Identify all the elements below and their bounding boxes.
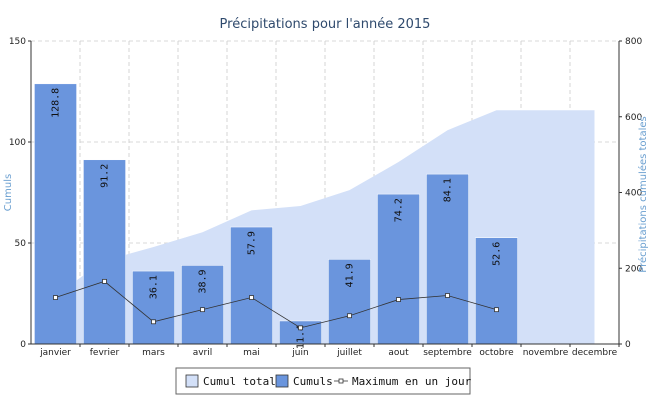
bars: 128.8 91.2 36.1 38.9 57.9 11.4 41.9 74.2 84.1 52.… xyxy=(34,83,518,349)
bar-juillet xyxy=(328,259,371,345)
bar-value-label: 74.2 xyxy=(394,198,405,222)
x-tick-label-septembre: septembre xyxy=(423,348,472,358)
max-day-point xyxy=(200,307,205,313)
bar-fevrier xyxy=(83,159,126,345)
y-tick-label: 50 xyxy=(15,239,27,249)
max-day-line-path xyxy=(55,280,497,329)
bar-mai xyxy=(230,226,273,345)
max-day-point xyxy=(53,295,58,300)
legend-swatch-cumul-total xyxy=(185,374,199,388)
bar-aout xyxy=(377,193,420,345)
max-day-point xyxy=(151,319,156,325)
bar-avril xyxy=(181,265,224,345)
bar-value-label: 38.9 xyxy=(198,269,209,293)
y-tick-label: 100 xyxy=(9,138,26,148)
max-day-point xyxy=(249,295,254,300)
y2-tick-label: 200 xyxy=(625,264,642,274)
x-tick-label-janvier: janvier xyxy=(39,348,71,358)
bar-septembre xyxy=(426,173,469,345)
bar-value-label: 52.6 xyxy=(492,242,503,266)
x-tick-label-aout: aout xyxy=(388,348,409,358)
max-day-point xyxy=(494,307,499,313)
bar-value-label: 11.4 xyxy=(296,325,307,349)
bar-value-label: 91.2 xyxy=(100,164,111,188)
bar-value-label: 57.9 xyxy=(247,231,258,255)
y2-tick-label: 800 xyxy=(625,37,642,47)
y-tick-label: 0 xyxy=(20,340,26,350)
y-tick-label: 150 xyxy=(9,37,26,47)
max-day-line xyxy=(53,278,499,331)
legend-label-max-day: Maximum en un jour xyxy=(352,375,472,388)
tick-labels: 0 50 100 150 0 200 400 600 800 janvier fevrier mars… xyxy=(9,37,643,358)
legend-swatch-marker xyxy=(338,378,344,384)
max-day-point xyxy=(347,313,352,319)
x-tick-label-novembre: novembre xyxy=(523,348,569,358)
x-tick-label-mars: mars xyxy=(142,348,165,358)
chart-title: Précipitations pour l'année 2015 xyxy=(220,17,431,32)
x-tick-label-octobre: octobre xyxy=(479,348,514,358)
max-day-point xyxy=(298,325,303,331)
bar-mars xyxy=(132,270,175,345)
y2-tick-label: 600 xyxy=(625,113,642,123)
x-tick-label-fevrier: fevrier xyxy=(90,348,120,358)
x-tick-label-decembre: decembre xyxy=(572,348,618,358)
bar-value-label: 128.8 xyxy=(51,88,62,118)
bar-janvier xyxy=(34,83,77,345)
legend-label-cumuls: Cumuls xyxy=(293,375,333,388)
x-tick-label-avril: avril xyxy=(193,348,213,358)
bar-value-label: 41.9 xyxy=(345,263,356,287)
bar-octobre xyxy=(475,237,518,345)
y2-axis-label: Précipitations cumulées totales xyxy=(637,116,649,273)
bar-value-label: 36.1 xyxy=(149,275,160,299)
x-tick-label-juillet: juillet xyxy=(336,348,362,358)
legend-box xyxy=(175,367,471,395)
max-day-point xyxy=(396,297,401,302)
max-day-point xyxy=(445,293,450,298)
y2-tick-label: 400 xyxy=(625,189,642,199)
x-tick-label-juin: juin xyxy=(291,348,308,358)
legend-swatch-cumuls xyxy=(275,374,289,388)
legend-label-cumul-total: Cumul total xyxy=(203,375,276,388)
max-day-point xyxy=(102,278,107,284)
y2-tick-label: 0 xyxy=(625,340,631,350)
axes xyxy=(28,40,622,347)
bar-value-label: 84.1 xyxy=(443,178,454,202)
x-tick-label-mai: mai xyxy=(243,348,260,358)
legend: Cumul total Cumuls Maximum en un jour xyxy=(175,367,472,395)
y-axis-label: Cumuls xyxy=(3,174,14,211)
